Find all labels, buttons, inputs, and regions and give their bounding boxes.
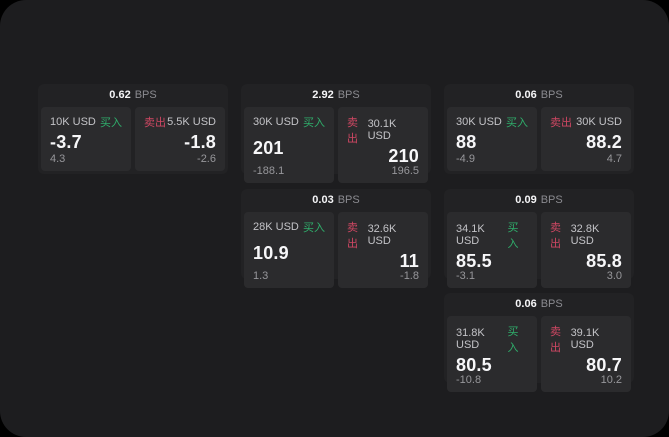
sell-quote-panel[interactable]: 卖出 32.6K USD 11 -1.8 [338, 212, 428, 288]
buy-tag: 买入 [100, 117, 122, 129]
sell-size-label: 32.6K USD [367, 223, 397, 247]
buy-tag: 买入 [507, 326, 519, 354]
bps-header: 0.09 BPS [447, 189, 631, 212]
quote-body: 10K USD 买入 -3.7 4.3 卖出 5.5K USD -1.8 -2.… [41, 107, 225, 171]
buy-size-label: 34.1K USD [456, 223, 485, 247]
bps-value: 0.09 [515, 194, 537, 206]
quote-body: 30K USD 买入 201 -188.1 卖出 30.1K USD 210 1… [244, 107, 428, 183]
buy-delta: -10.8 [456, 374, 482, 386]
quote-card-2: 2.92 BPS 30K USD 买入 201 -188.1 卖出 30.1K … [241, 84, 431, 183]
buy-price: 10.9 [253, 243, 289, 263]
bps-value: 0.06 [515, 298, 537, 310]
bps-value: 2.92 [312, 89, 334, 101]
bps-unit: BPS [337, 89, 360, 101]
buy-delta: -188.1 [253, 165, 285, 177]
buy-price: 80.5 [456, 355, 492, 375]
buy-size-label: 10K USD [50, 116, 96, 128]
quote-card-6: 0.06 BPS 31.8K USD 买入 80.5 -10.8 卖出 39.1… [444, 293, 634, 392]
buy-quote-panel[interactable]: 34.1K USD 买入 85.5 -3.1 [447, 212, 537, 288]
buy-delta: -3.1 [456, 270, 475, 282]
buy-quote-panel[interactable]: 28K USD 买入 10.9 1.3 [244, 212, 334, 288]
sell-size-label: 39.1K USD [570, 327, 600, 351]
buy-tag: 买入 [303, 222, 325, 234]
bps-unit: BPS [540, 89, 563, 101]
bps-value: 0.03 [312, 194, 334, 206]
buy-price: 85.5 [456, 251, 492, 271]
sell-price: 210 [388, 146, 419, 166]
sell-quote-panel[interactable]: 卖出 30K USD 88.2 4.7 [541, 107, 631, 171]
bps-unit: BPS [134, 89, 157, 101]
bps-header: 0.06 BPS [447, 293, 631, 316]
buy-size-label: 28K USD [253, 221, 299, 233]
buy-size-label: 31.8K USD [456, 327, 485, 351]
buy-quote-panel[interactable]: 30K USD 买入 88 -4.9 [447, 107, 537, 171]
sell-price: 85.8 [586, 251, 622, 271]
sell-price: 80.7 [586, 355, 622, 375]
sell-size-label: 30.1K USD [367, 118, 397, 142]
sell-tag: 卖出 [347, 117, 358, 145]
quote-card-3: 0.06 BPS 30K USD 买入 88 -4.9 卖出 30K USD 8… [444, 84, 634, 174]
buy-price: 88 [456, 132, 477, 152]
sell-tag: 卖出 [550, 117, 572, 129]
sell-size-label: 30K USD [576, 116, 622, 128]
sell-delta: 3.0 [606, 270, 622, 282]
bps-value: 0.06 [515, 89, 537, 101]
sell-quote-panel[interactable]: 卖出 39.1K USD 80.7 10.2 [541, 316, 631, 392]
bps-header: 2.92 BPS [244, 84, 428, 107]
quote-body: 31.8K USD 买入 80.5 -10.8 卖出 39.1K USD 80.… [447, 316, 631, 392]
bps-value: 0.62 [109, 89, 131, 101]
sell-tag: 卖出 [550, 222, 561, 250]
sell-quote-panel[interactable]: 卖出 32.8K USD 85.8 3.0 [541, 212, 631, 288]
buy-quote-panel[interactable]: 30K USD 买入 201 -188.1 [244, 107, 334, 183]
buy-tag: 买入 [507, 222, 519, 250]
buy-price: 201 [253, 138, 284, 158]
sell-tag: 卖出 [550, 326, 561, 354]
buy-quote-panel[interactable]: 10K USD 买入 -3.7 4.3 [41, 107, 131, 171]
quote-body: 30K USD 买入 88 -4.9 卖出 30K USD 88.2 4.7 [447, 107, 631, 171]
sell-tag: 卖出 [347, 222, 358, 250]
sell-price: 11 [399, 251, 419, 271]
buy-price: -3.7 [50, 132, 82, 152]
buy-size-label: 30K USD [456, 116, 502, 128]
bps-unit: BPS [540, 194, 563, 206]
sell-tag: 卖出 [144, 117, 166, 129]
quote-card-4: 0.03 BPS 28K USD 买入 10.9 1.3 卖出 32.6K US… [241, 189, 431, 288]
sell-delta: 10.2 [600, 374, 622, 386]
sell-delta: -2.6 [197, 153, 216, 165]
quote-body: 28K USD 买入 10.9 1.3 卖出 32.6K USD 11 -1.8 [244, 212, 428, 288]
quote-card-1: 0.62 BPS 10K USD 买入 -3.7 4.3 卖出 5.5K USD… [38, 84, 228, 174]
buy-delta: 1.3 [253, 270, 269, 282]
sell-quote-panel[interactable]: 卖出 30.1K USD 210 196.5 [338, 107, 428, 183]
sell-size-label: 32.8K USD [570, 223, 600, 247]
buy-delta: -4.9 [456, 153, 475, 165]
bps-unit: BPS [540, 298, 563, 310]
buy-tag: 买入 [303, 117, 325, 129]
sell-price: -1.8 [184, 132, 216, 152]
bps-header: 0.03 BPS [244, 189, 428, 212]
sell-delta: -1.8 [400, 270, 419, 282]
buy-delta: 4.3 [50, 153, 66, 165]
buy-tag: 买入 [506, 117, 528, 129]
bps-header: 0.62 BPS [41, 84, 225, 107]
sell-quote-panel[interactable]: 卖出 5.5K USD -1.8 -2.6 [135, 107, 225, 171]
quote-body: 34.1K USD 买入 85.5 -3.1 卖出 32.8K USD 85.8… [447, 212, 631, 288]
sell-delta: 4.7 [606, 153, 622, 165]
buy-quote-panel[interactable]: 31.8K USD 买入 80.5 -10.8 [447, 316, 537, 392]
buy-size-label: 30K USD [253, 116, 299, 128]
bps-header: 0.06 BPS [447, 84, 631, 107]
bps-unit: BPS [337, 194, 360, 206]
sell-price: 88.2 [586, 132, 622, 152]
sell-delta: 196.5 [391, 165, 419, 177]
quote-card-5: 0.09 BPS 34.1K USD 买入 85.5 -3.1 卖出 32.8K… [444, 189, 634, 288]
sell-size-label: 5.5K USD [167, 116, 216, 128]
